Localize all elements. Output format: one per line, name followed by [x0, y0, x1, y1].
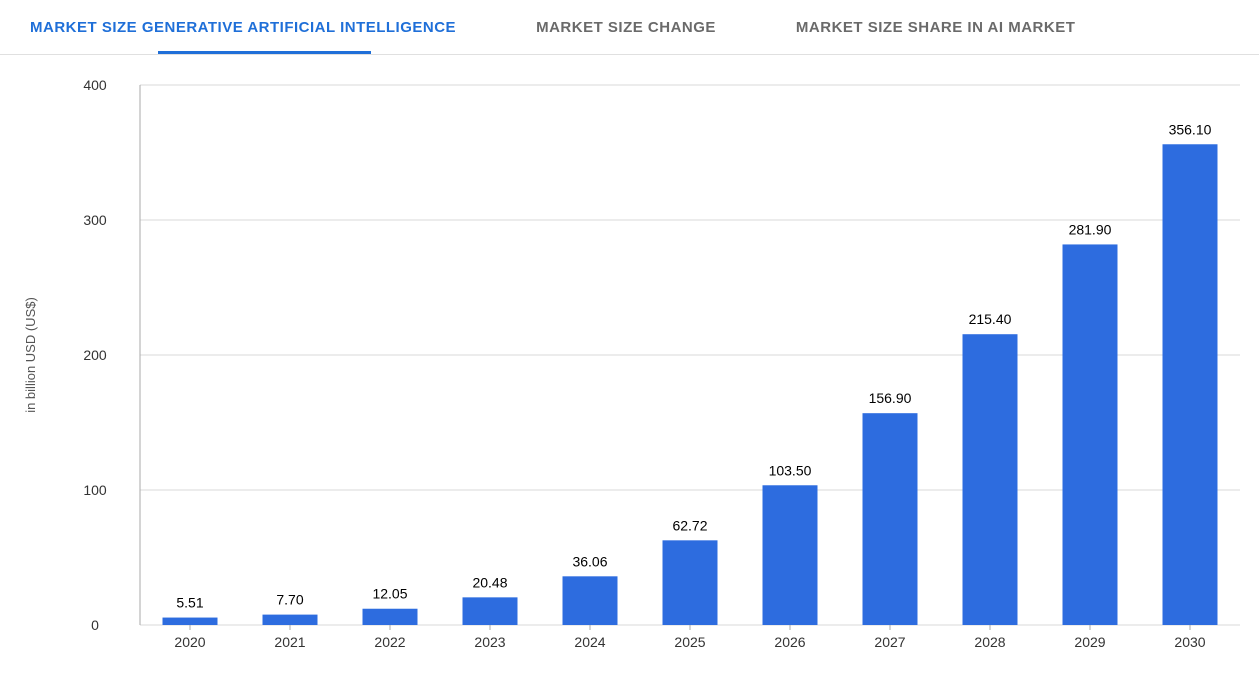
tab-market-size-share[interactable]: MARKET SIZE SHARE IN AI MARKET: [796, 19, 1075, 36]
y-tick-label: 100: [83, 482, 107, 498]
x-tick-label: 2025: [674, 634, 705, 650]
y-tick-label: 0: [91, 617, 99, 633]
x-tick-label: 2028: [974, 634, 1005, 650]
bar-value-label: 5.51: [176, 595, 203, 611]
bar-value-label: 156.90: [869, 390, 912, 406]
bar[interactable]: [163, 618, 218, 625]
tab-market-size-change[interactable]: MARKET SIZE CHANGE: [536, 19, 716, 36]
x-tick-label: 2026: [774, 634, 805, 650]
x-tick-label: 2021: [274, 634, 305, 650]
bar[interactable]: [1063, 244, 1118, 625]
bar[interactable]: [663, 540, 718, 625]
y-axis-label: in billion USD (US$): [23, 297, 38, 413]
x-tick-label: 2027: [874, 634, 905, 650]
x-tick-label: 2020: [174, 634, 205, 650]
x-tick-label: 2024: [574, 634, 605, 650]
bar[interactable]: [263, 615, 318, 625]
x-tick-label: 2029: [1074, 634, 1105, 650]
bar-value-label: 7.70: [276, 592, 303, 608]
bar-value-label: 215.40: [969, 311, 1012, 327]
y-tick-label: 200: [83, 347, 107, 363]
y-tick-label: 400: [83, 77, 107, 93]
x-tick-label: 2023: [474, 634, 505, 650]
bar-value-label: 356.10: [1169, 121, 1212, 137]
y-tick-label: 300: [83, 212, 107, 228]
bar[interactable]: [963, 334, 1018, 625]
bar[interactable]: [463, 597, 518, 625]
bar[interactable]: [363, 609, 418, 625]
bar-value-label: 12.05: [372, 586, 407, 602]
bar-value-label: 281.90: [1069, 221, 1112, 237]
x-tick-label: 2022: [374, 634, 405, 650]
bar[interactable]: [863, 413, 918, 625]
bar-value-label: 103.50: [769, 462, 812, 478]
bar[interactable]: [1163, 144, 1218, 625]
bar[interactable]: [563, 576, 618, 625]
bar-value-label: 62.72: [672, 517, 707, 533]
bar-chart: 0 100 200 300 400 5.51 2020 7.70 2021 12.05 2022 20…: [0, 55, 1259, 675]
bar[interactable]: [763, 485, 818, 625]
tab-market-size-genai[interactable]: MARKET SIZE GENERATIVE ARTIFICIAL INTELL…: [30, 19, 456, 36]
tabs-bar: MARKET SIZE GENERATIVE ARTIFICIAL INTELL…: [0, 0, 1259, 55]
x-tick-label: 2030: [1174, 634, 1205, 650]
bar-value-label: 36.06: [572, 553, 607, 569]
bar-value-label: 20.48: [472, 574, 507, 590]
chart-container: 0 100 200 300 400 5.51 2020 7.70 2021 12.05 2022 20…: [0, 55, 1259, 675]
